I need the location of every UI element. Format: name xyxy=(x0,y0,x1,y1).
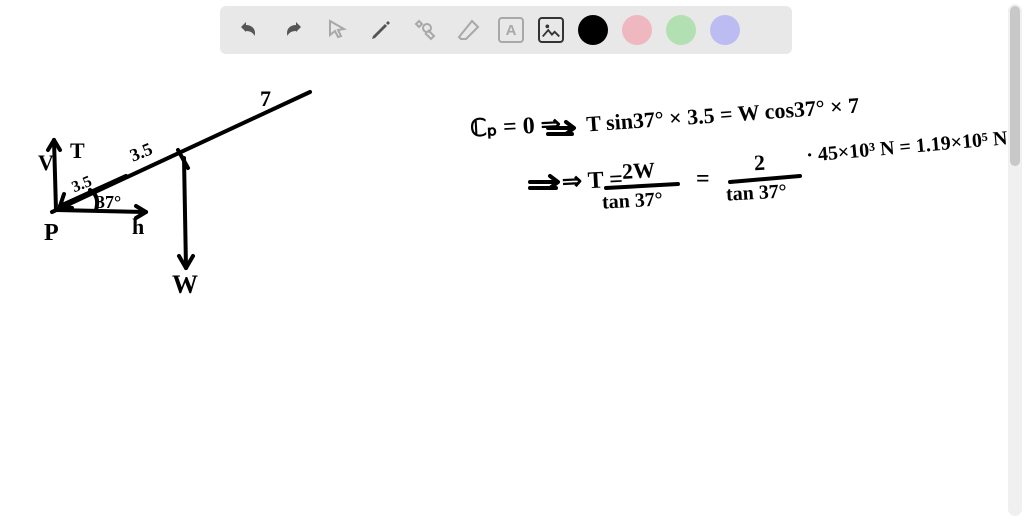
eq-line1-left: ℂₚ = 0 ⇒ xyxy=(469,110,561,144)
label-3-5-a: 3.5 xyxy=(127,139,156,167)
image-tool-button[interactable] xyxy=(538,17,564,43)
tools-button[interactable] xyxy=(410,15,440,45)
label-7: 7 xyxy=(260,86,271,112)
eq-tail: · 45×10³ N = 1.19×10⁵ N xyxy=(805,127,1008,167)
whiteboard-canvas[interactable]: 7 T 3.5 V 3.5 37° P h W ℂₚ = 0 ⇒ T sin37… xyxy=(0,0,1024,520)
eq-frac1-den: tan 37° xyxy=(601,188,663,214)
label-P: P xyxy=(44,220,59,247)
scrollbar-thumb[interactable] xyxy=(1010,6,1020,166)
color-swatch-purple[interactable] xyxy=(710,15,740,45)
eq-line1-right: T sin37° × 3.5 = W cos37° × 7 xyxy=(585,92,860,137)
eq-frac2-den: tan 37° xyxy=(725,180,787,206)
color-swatch-green[interactable] xyxy=(666,15,696,45)
vertical-scrollbar[interactable] xyxy=(1008,4,1022,516)
label-3-5-b: 3.5 xyxy=(69,173,94,197)
toolbar: A xyxy=(220,6,792,54)
color-swatch-pink[interactable] xyxy=(622,15,652,45)
eq-mid: = xyxy=(696,166,710,193)
text-tool-label: A xyxy=(506,22,517,39)
eraser-tool-button[interactable] xyxy=(454,15,484,45)
ink-layer xyxy=(0,0,1024,520)
text-tool-button[interactable]: A xyxy=(498,17,524,43)
eq-frac2-num: 2 xyxy=(753,150,765,177)
label-T: T xyxy=(70,138,85,164)
label-angle: 37° xyxy=(96,192,121,213)
color-swatch-black[interactable] xyxy=(578,15,608,45)
label-V: V xyxy=(38,150,54,176)
label-h: h xyxy=(132,214,144,240)
undo-button[interactable] xyxy=(234,15,264,45)
cursor-tool-button[interactable] xyxy=(322,15,352,45)
pencil-tool-button[interactable] xyxy=(366,15,396,45)
eq-frac1-num: 2W xyxy=(621,157,655,185)
label-W: W xyxy=(172,270,198,300)
redo-button[interactable] xyxy=(278,15,308,45)
